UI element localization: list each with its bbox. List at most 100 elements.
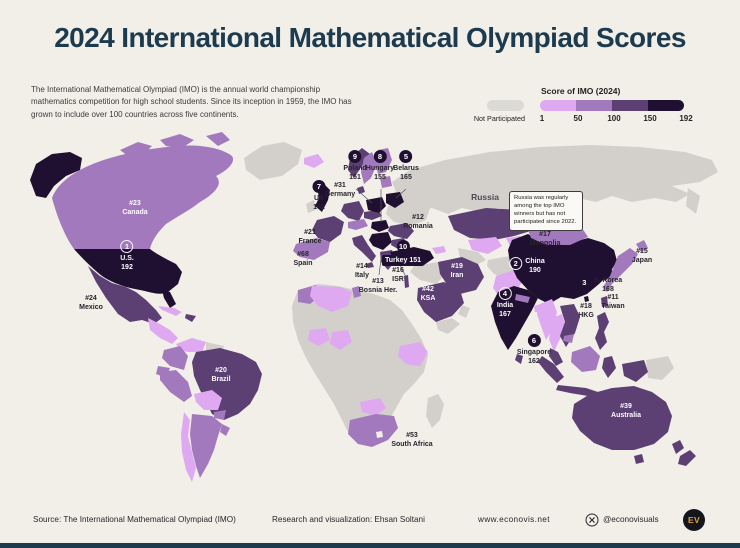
region-sumatra <box>538 356 564 383</box>
leader-singapore <box>548 355 558 361</box>
region-cuba <box>158 306 182 316</box>
region-paraguay <box>214 410 226 420</box>
country-name-taiwan: Taiwan <box>601 303 625 310</box>
region-russia <box>392 145 718 214</box>
region-kamchatka <box>686 188 700 214</box>
region-botswana <box>360 398 386 416</box>
label-mexico: #24 Mexico <box>79 294 103 312</box>
region-taiwan <box>601 296 608 307</box>
region-sicily <box>366 262 374 268</box>
legend-title: Score of IMO (2024) <box>541 86 621 96</box>
country-name-us: U.S. <box>120 255 134 262</box>
label-saudi-arabia: #42 KSA <box>421 285 436 303</box>
footer-social-handle[interactable]: @econovisuals <box>603 515 659 524</box>
rank-badge-belarus: 5 <box>399 150 413 163</box>
region-uruguay <box>220 424 230 436</box>
legend-segment <box>648 100 684 111</box>
country-score-singapore: 162 <box>528 358 540 365</box>
region-greenland <box>244 142 302 180</box>
region-canada <box>52 145 234 249</box>
label-text-singapore: Singapore 162 <box>517 348 551 366</box>
region-iraq-syria <box>410 262 446 284</box>
leader-israel <box>399 264 407 278</box>
footer-website[interactable]: www.econovis.net <box>478 515 550 524</box>
label-italy: #14 Italy <box>355 262 369 280</box>
region-canada-islands <box>120 132 230 156</box>
rank-badge-hungary: 8 <box>373 150 387 163</box>
region-thailand <box>549 314 566 352</box>
region-ghana <box>308 328 330 346</box>
label-text-china: China 190 <box>525 257 544 275</box>
country-name-s-korea: S. Korea <box>593 277 623 284</box>
region-south-africa <box>348 414 398 447</box>
footer-research: Research and visualization: Ehsan Soltan… <box>272 515 425 524</box>
region-malay-peninsula <box>549 348 563 366</box>
label-uk: 7 UK 162 <box>312 180 326 212</box>
country-name-uk: UK <box>313 195 325 202</box>
region-japan <box>603 240 648 292</box>
region-myanmar <box>537 299 557 340</box>
score-pill-turkey: Turkey 151 <box>381 255 425 266</box>
region-alaska <box>30 152 82 198</box>
region-venezuela <box>176 338 206 352</box>
legend-tick: 150 <box>643 114 657 123</box>
legend-segment <box>540 100 576 111</box>
region-romania <box>388 223 414 239</box>
country-score-india: 167 <box>499 311 511 318</box>
region-ireland <box>306 200 316 213</box>
region-italy <box>352 235 376 262</box>
label-hong-kong: #18 HKG <box>578 302 594 320</box>
label-turkey: 10 Turkey 151 <box>381 240 425 266</box>
country-rank-saudi-arabia: #42 <box>422 286 434 293</box>
legend-tick: 1 <box>539 114 545 123</box>
label-india: 4 India 167 <box>497 287 513 319</box>
label-russia: Russia <box>471 193 499 202</box>
region-philippines <box>595 312 609 350</box>
label-s-korea: 3 S. Korea 168 <box>577 276 623 294</box>
country-rank-iran: #19 <box>451 263 463 270</box>
country-rank-romania: #12 <box>412 214 424 221</box>
country-name-iran: Iran <box>450 272 464 279</box>
region-nigeria <box>330 330 352 350</box>
page-title: 2024 International Mathematical Olympiad… <box>54 22 686 53</box>
label-bosnia-herzegovina: #13 Bosnia Her. <box>359 277 398 295</box>
label-australia: #39 Australia <box>611 402 641 420</box>
country-score-s-korea: 168 <box>602 286 614 293</box>
country-rank-japan: #15 <box>636 248 648 255</box>
country-rank-italy: #14 <box>356 263 368 270</box>
country-rank-france: #21 <box>304 229 316 236</box>
region-central-america <box>148 318 178 344</box>
region-hungary <box>371 220 389 232</box>
region-oman <box>458 305 470 318</box>
label-germany: #31 Germany <box>325 181 355 199</box>
region-lesotho <box>376 431 383 438</box>
country-rank-bosnia-herzegovina: #13 <box>372 278 384 285</box>
country-name-belarus: Belarus <box>393 165 419 172</box>
country-name-india: India <box>496 302 514 309</box>
label-text-belarus: Belarus 165 <box>393 164 419 182</box>
label-spain: #68 Spain <box>293 250 312 268</box>
country-score-uk: 162 <box>313 204 325 211</box>
region-tasmania <box>634 454 644 464</box>
region-tunisia <box>352 286 361 298</box>
label-romania: #12 Romania <box>403 213 433 231</box>
country-score-poland: 151 <box>349 174 361 181</box>
region-iceland <box>304 154 324 168</box>
country-rank-south-africa: #53 <box>406 432 418 439</box>
footer-source: Source: The International Mathematical O… <box>33 515 236 524</box>
intro-text: The International Mathematical Olympiad … <box>31 85 352 119</box>
region-sweden <box>361 152 377 184</box>
country-name-france: France <box>298 238 322 245</box>
label-mongolia: #17 Mongolia <box>530 230 561 248</box>
region-sulawesi <box>602 356 616 378</box>
label-us: 1 U.S. 192 <box>120 240 134 272</box>
leader-bosnia <box>378 250 383 276</box>
country-name-bosnia-herzegovina: Bosnia Her. <box>358 287 398 294</box>
country-name-mongolia: Mongolia <box>529 240 561 247</box>
country-name-italy: Italy <box>354 272 370 279</box>
country-rank-spain: #68 <box>297 251 309 258</box>
region-balkans <box>369 232 392 250</box>
region-africa <box>292 284 428 442</box>
